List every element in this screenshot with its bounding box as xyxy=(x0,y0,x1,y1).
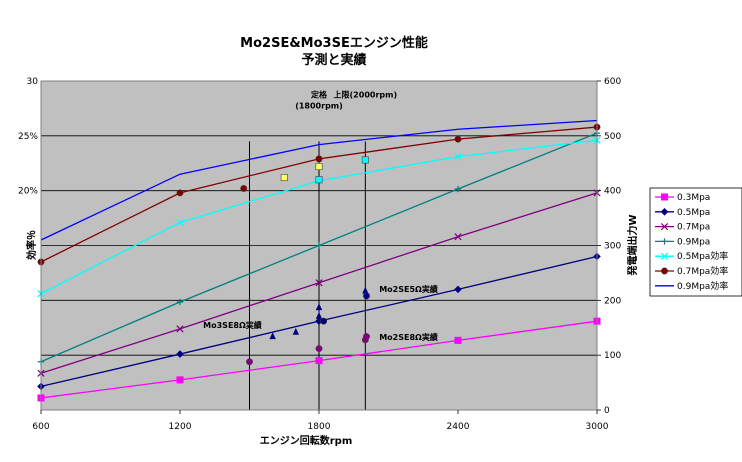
measured-point xyxy=(361,156,369,164)
x-tick-label: 3000 xyxy=(586,422,609,432)
measured-point xyxy=(320,317,328,325)
x-tick-label: 600 xyxy=(32,422,49,432)
series-point xyxy=(176,298,184,306)
series-point xyxy=(315,357,323,365)
annotations: 定格 (1800rpm) 上限(2000rpm) Mo3SE8Ω実績 Mo2SE5Ω実績… xyxy=(203,89,438,341)
series-point xyxy=(454,185,462,193)
left-tick-label: 30 xyxy=(27,77,39,87)
legend-marker xyxy=(661,267,668,275)
legend-marker xyxy=(660,252,669,260)
series-point xyxy=(454,233,462,241)
right-tick-label: 500 xyxy=(604,132,621,142)
right-tick-label: 200 xyxy=(604,296,621,306)
left-tick-label: 20% xyxy=(18,187,38,197)
legend-label: 0.5Mpa効率 xyxy=(677,250,728,262)
x-axis-label: エンジン回転数rpm xyxy=(260,434,353,447)
annotation: (1800rpm) xyxy=(295,101,343,110)
measured-point xyxy=(315,155,323,163)
annotation: Mo3SE8Ω実績 xyxy=(203,320,262,330)
measured-point xyxy=(246,358,253,366)
legend-marker xyxy=(660,193,668,201)
measured-point xyxy=(315,303,323,311)
right-tick-label: 100 xyxy=(604,351,621,361)
right-axis-label: 発電端出力W xyxy=(626,214,639,276)
legend-label: 0.7Mpa xyxy=(677,223,710,233)
right-tick-label: 300 xyxy=(604,242,621,252)
series-point xyxy=(176,218,184,227)
legend-marker xyxy=(660,208,669,216)
right-tick-label: 0 xyxy=(604,406,610,416)
annotation: Mo2SE5Ω実績 xyxy=(379,284,438,294)
measured-point xyxy=(315,311,323,319)
right-tick-label: 400 xyxy=(604,187,621,197)
legend-marker xyxy=(660,222,669,231)
series-point xyxy=(454,135,462,143)
left-tick-label: 25% xyxy=(18,132,38,142)
left-axis-label: 効率％ xyxy=(25,230,38,260)
series-point xyxy=(176,325,184,333)
x-tick-label: 1200 xyxy=(169,422,192,432)
reference-lines xyxy=(249,141,366,410)
legend-label: 0.5Mpa xyxy=(677,208,710,218)
measured-point xyxy=(240,185,248,192)
series-point xyxy=(454,153,462,161)
chart-title-line-1: Mo2SE&Mo3SEエンジン性能 xyxy=(240,35,428,51)
series-point xyxy=(176,376,184,384)
legend: 0.3Mpa 0.5Mpa 0.7Mpa 0.9Mpa 0.5Mpa効率 0.7Mpa効率… xyxy=(655,193,728,292)
annotation: 上限(2000rpm) xyxy=(334,89,398,99)
series-point xyxy=(315,279,323,287)
legend-label: 0.9Mpa xyxy=(677,237,710,247)
annotation: 定格 xyxy=(310,89,328,99)
legend-label: 0.9Mpa効率 xyxy=(677,280,728,292)
x-tick-label: 1800 xyxy=(308,422,331,432)
legend-box xyxy=(649,187,742,297)
legend-label: 0.3Mpa xyxy=(677,193,710,203)
series-line xyxy=(40,119,598,241)
measured-point xyxy=(315,163,323,171)
series-point xyxy=(454,285,462,294)
legend-marker xyxy=(661,238,668,245)
series-point xyxy=(176,350,184,358)
series-point xyxy=(315,242,323,249)
measured-point xyxy=(315,345,323,353)
legend-label: 0.7Mpa効率 xyxy=(677,265,728,277)
measured-point xyxy=(363,333,370,340)
annotation: Mo2SE8Ω実績 xyxy=(379,332,438,342)
measured-point xyxy=(362,286,369,294)
x-tick-label: 2400 xyxy=(447,422,470,432)
measured-point xyxy=(269,332,276,340)
axes: 600 1200 1800 2400 3000 30 25% 20% 600 500 400 300 2… xyxy=(18,77,621,432)
right-tick-label: 600 xyxy=(604,77,621,87)
measured-points xyxy=(240,155,370,366)
measured-point xyxy=(315,176,323,184)
series-point xyxy=(454,336,462,344)
series-point xyxy=(176,189,184,197)
chart-title-line-2: 予測と実績 xyxy=(301,52,366,68)
measured-point xyxy=(292,327,300,335)
measured-point xyxy=(280,174,288,182)
measured-point xyxy=(363,292,370,300)
